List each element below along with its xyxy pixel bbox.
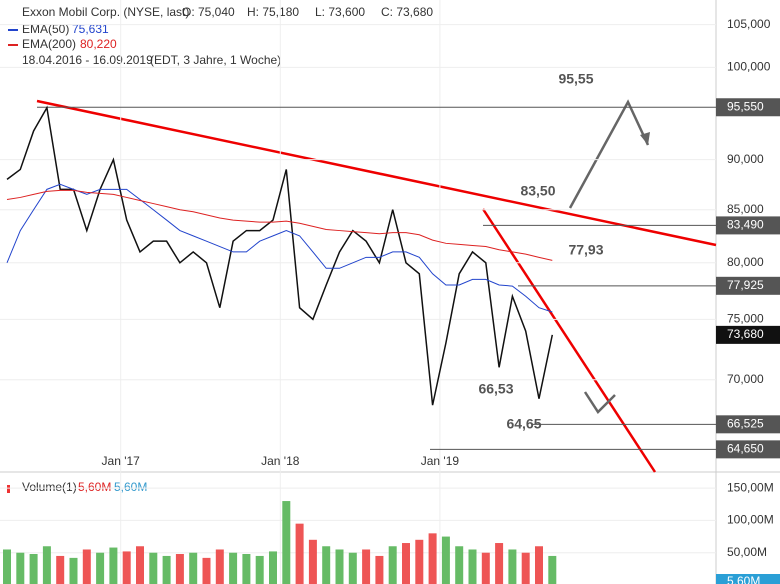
x-tick-label: Jan '17: [102, 454, 141, 468]
y-tick-label: 50,00M: [727, 545, 767, 559]
y-tick-label: 85,000: [727, 202, 764, 216]
volume-bar: [255, 555, 264, 584]
volume-bar: [242, 554, 251, 584]
level-label: 64,650: [727, 442, 764, 456]
volume-bar: [175, 554, 184, 584]
volume-bar: [149, 552, 158, 584]
price-label: 73,680: [727, 327, 764, 341]
level-label: 66,525: [727, 416, 764, 430]
ohlc: H: 75,180: [247, 5, 299, 19]
volume-box: [716, 574, 780, 584]
volume-bar: [202, 557, 211, 584]
x-tick-label: Jan '18: [261, 454, 300, 468]
arrow: [568, 99, 650, 209]
level-box: [716, 98, 780, 117]
volume-bar: [122, 551, 131, 584]
series-line: [6, 105, 554, 406]
volume-bar: [402, 543, 410, 584]
series-line: [6, 183, 553, 313]
legend: EMA(200): [22, 37, 76, 51]
ohlc: C: 73,680: [381, 5, 433, 19]
legend-value: 75,631: [72, 22, 109, 36]
level-label: 83,490: [727, 218, 764, 232]
level-annotation: 64,65: [506, 416, 541, 432]
trend-line: [481, 208, 657, 473]
volume-bar: [3, 549, 11, 584]
volume-bar: [481, 552, 490, 584]
ohlc: O: 75,040: [182, 5, 235, 19]
volume-bar: [415, 539, 424, 584]
volume-bar: [362, 549, 371, 584]
volume-bar: [56, 555, 65, 584]
volume-bar: [215, 549, 224, 584]
series-line: [6, 189, 553, 261]
arrow-head: [640, 132, 650, 145]
y-tick-label: 90,000: [727, 152, 764, 166]
volume-bar: [42, 546, 51, 584]
volume-bar: [109, 547, 118, 584]
period-note: (EDT, 3 Jahre, 1 Woche): [150, 53, 281, 67]
volume-bar: [29, 554, 38, 584]
volume-bar: [468, 549, 477, 584]
volume-bar: [229, 552, 238, 584]
volume-bar: [16, 552, 25, 584]
volume-bar: [82, 549, 91, 584]
volume-bar: [521, 552, 530, 584]
y-tick-label: 105,000: [727, 17, 771, 31]
volume-bar: [348, 552, 357, 584]
volume-bar: [428, 533, 437, 584]
title: Exxon Mobil Corp. (NYSE, last): [22, 5, 189, 19]
level-label: 77,925: [727, 278, 764, 292]
trend-line: [36, 99, 717, 247]
volume-last: 5,60M: [727, 574, 760, 584]
legend-value: 80,220: [80, 37, 117, 51]
y-tick-label: 80,000: [727, 255, 764, 269]
volume-bar: [441, 536, 450, 584]
volume-bar: [136, 546, 144, 584]
level-annotation: 83,50: [520, 183, 555, 199]
level-box: [716, 276, 780, 295]
volume-bar: [548, 555, 557, 584]
volume-bar: [189, 552, 198, 584]
volume-bar: [375, 555, 384, 584]
volume-icon: [7, 485, 10, 493]
volume-bar: [535, 546, 543, 584]
level-box: [716, 440, 780, 459]
volume-bar: [495, 543, 504, 584]
level-box: [716, 216, 780, 235]
y-tick-label: 100,000: [727, 60, 771, 74]
volume-bar: [322, 546, 331, 584]
volume-bar: [269, 551, 277, 584]
ohlc: L: 73,600: [315, 5, 365, 19]
volume-value: 5,60M: [114, 480, 147, 494]
volume-bar: [308, 539, 317, 584]
volume-value: 5,60M: [78, 480, 111, 494]
y-tick-label: 70,000: [727, 372, 764, 386]
y-tick-label: 75,000: [727, 311, 764, 325]
volume-bar: [508, 549, 517, 584]
volume-bar: [388, 546, 397, 584]
level-annotation: 77,93: [568, 242, 603, 258]
price-box: [716, 325, 780, 344]
level-annotation: 95,55: [558, 71, 593, 87]
level-annotation: 66,53: [478, 381, 513, 397]
volume-bar: [282, 501, 291, 584]
volume-bar: [335, 549, 344, 584]
legend: EMA(50): [22, 22, 69, 36]
period: 18.04.2016 - 16.09.2019: [22, 53, 153, 67]
volume-bar: [455, 546, 464, 584]
volume-bar: [69, 557, 78, 584]
y-tick-label: 150,00M: [727, 480, 774, 494]
volume-bar: [162, 555, 171, 584]
y-tick-label: 100,00M: [727, 513, 774, 527]
x-tick-label: Jan '19: [421, 454, 460, 468]
level-box: [716, 415, 780, 434]
volume-bar: [295, 523, 304, 584]
arrow: [583, 391, 616, 414]
level-label: 95,550: [727, 99, 764, 113]
volume-name: Volume(1): [22, 480, 77, 494]
volume-bar: [96, 552, 105, 584]
